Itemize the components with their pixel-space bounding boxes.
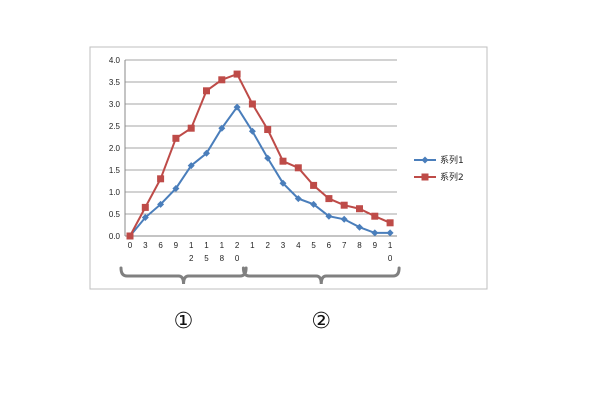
data-point-series-2	[126, 232, 134, 240]
data-point-series-2	[157, 175, 165, 183]
x-tick-label: 1	[250, 241, 255, 250]
group-bracket-2	[241, 266, 401, 285]
data-point-series-1	[248, 127, 256, 135]
y-tick-label: 3.5	[109, 78, 121, 87]
data-point-series-2	[356, 205, 363, 213]
y-tick-label: 0.5	[109, 210, 121, 219]
y-tick-label: 3.0	[109, 100, 121, 109]
legend-marker-2	[421, 173, 429, 181]
y-axis-ticks: 0.0 0.5 1.0 1.5 2.0 2.5 3.0 3.5 4.0	[109, 56, 121, 241]
legend-label-1: 系列1	[440, 154, 464, 166]
chart-frame	[89, 46, 488, 290]
data-point-series-1	[356, 223, 363, 231]
data-point-series-1	[371, 229, 379, 237]
x-tick-label: 1	[388, 241, 393, 250]
data-point-series-2	[264, 126, 272, 134]
data-point-series-1	[187, 162, 195, 170]
data-point-series-2	[233, 70, 241, 78]
x-tick-label: 8	[357, 241, 362, 250]
data-point-series-2	[141, 203, 149, 211]
group-label-1: ①	[174, 309, 194, 334]
x-tick-label: 6	[158, 241, 163, 250]
x-tick-label: 1	[204, 241, 209, 250]
group-bracket-1	[119, 266, 248, 285]
data-point-series-1	[279, 179, 287, 187]
data-point-series-2	[294, 164, 302, 172]
data-point-series-2	[187, 124, 195, 132]
x-tick-label: 3	[281, 241, 286, 250]
data-point-series-2	[325, 195, 333, 203]
x-tick-label: 6	[327, 241, 332, 250]
data-point-series-1	[340, 215, 348, 223]
data-point-series-2	[218, 76, 226, 84]
x-tick-label: 4	[296, 241, 301, 250]
data-point-series-2	[248, 100, 256, 108]
x-tick-label: 0	[388, 254, 393, 263]
data-point-series-1	[218, 124, 226, 132]
data-point-series-1	[233, 103, 241, 111]
data-point-series-2	[340, 201, 348, 209]
y-tick-label: 2.0	[109, 144, 121, 153]
x-tick-label: 0	[235, 254, 240, 263]
data-point-series-1	[264, 154, 272, 162]
data-point-series-1	[294, 195, 302, 203]
x-tick-label: 2	[189, 254, 194, 263]
x-tick-label: 3	[143, 241, 148, 250]
data-point-series-1	[172, 184, 180, 192]
series-markers	[126, 70, 394, 240]
y-tick-label: 1.0	[109, 188, 121, 197]
x-tick-label: 2	[265, 241, 270, 250]
x-tick-label: 1	[220, 241, 225, 250]
y-tick-label: 2.5	[109, 122, 121, 131]
legend-marker-1	[421, 156, 429, 164]
data-point-series-1	[386, 229, 394, 237]
y-tick-label: 1.5	[109, 166, 121, 175]
data-point-series-1	[141, 214, 149, 222]
x-tick-label: 7	[342, 241, 347, 250]
data-point-series-2	[386, 219, 394, 227]
data-point-series-2	[279, 157, 287, 165]
x-tick-label: 8	[220, 254, 225, 263]
y-tick-label: 0.0	[109, 232, 121, 241]
data-point-series-1	[157, 200, 165, 208]
data-point-series-2	[371, 212, 379, 220]
data-point-series-1	[310, 200, 318, 208]
series-line-1	[129, 105, 391, 237]
y-tick-label: 4.0	[109, 56, 121, 65]
x-tick-label: 2	[235, 241, 240, 250]
x-tick-label: 0	[128, 241, 133, 250]
x-tick-label: 9	[373, 241, 378, 250]
x-tick-label: 5	[311, 241, 316, 250]
data-point-series-2	[172, 134, 180, 142]
data-point-series-1	[203, 149, 210, 157]
x-tick-label: 1	[189, 241, 194, 250]
data-point-series-2	[310, 181, 318, 189]
group-label-2: ②	[311, 309, 331, 334]
x-tick-label: 9	[174, 241, 179, 250]
data-point-series-1	[325, 212, 333, 220]
legend-label-2: 系列2	[440, 171, 464, 183]
x-tick-label: 5	[204, 254, 209, 263]
data-point-series-2	[203, 87, 210, 95]
